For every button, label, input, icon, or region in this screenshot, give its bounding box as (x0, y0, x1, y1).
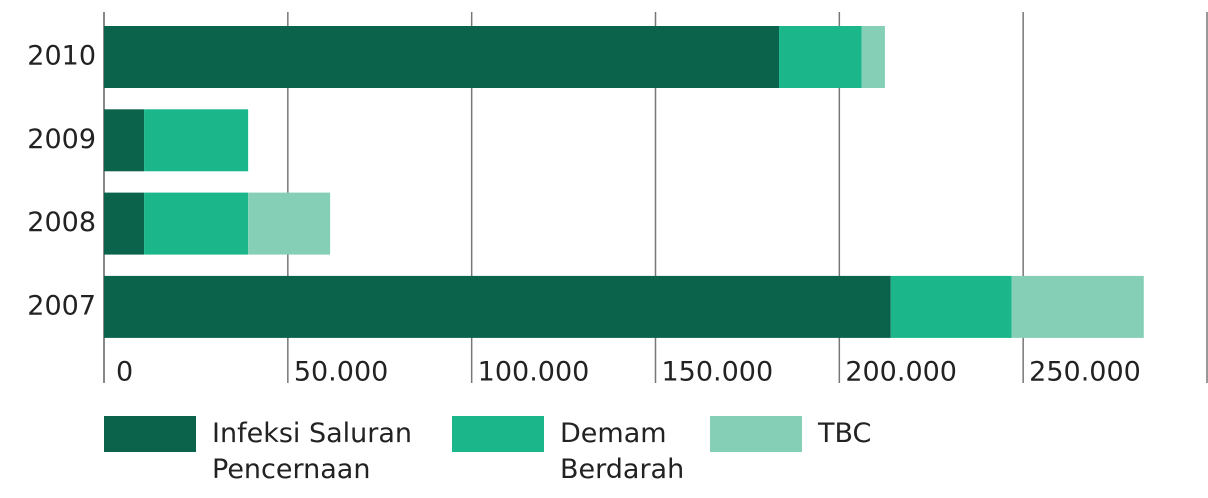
y-tick-label: 2008 (27, 207, 96, 238)
bar-segment (779, 26, 862, 88)
legend-item: Demam Berdarah (452, 416, 710, 488)
legend-swatch (452, 416, 544, 452)
y-tick-label: 2009 (27, 124, 96, 155)
bar-segment (861, 26, 885, 88)
legend-label: Infeksi Saluran Pencernaan (212, 418, 413, 485)
legend-item: Infeksi Saluran Pencernaan (104, 416, 452, 488)
x-tick-label: 50.000 (294, 357, 388, 388)
x-tick-label: 0 (116, 357, 133, 388)
legend-label: Demam Berdarah (560, 418, 685, 485)
x-tick-label: 250.000 (1029, 357, 1141, 388)
y-tick-label: 2010 (27, 41, 96, 72)
legend: Infeksi Saluran Pencernaan Demam Berdarah… (104, 416, 1058, 488)
chart: 0 50.000 100.000 150.000 200.000 250.000 2010 2… (27, 12, 1208, 388)
bar-segment (104, 109, 145, 172)
legend-swatch (710, 416, 802, 452)
bar-segment (248, 192, 331, 255)
bar-segment (104, 26, 780, 88)
y-tick-label: 2007 (27, 290, 96, 321)
bar-segment (104, 275, 891, 338)
bar-segment (1011, 275, 1144, 338)
x-tick-label: 150.000 (662, 357, 774, 388)
x-tick-label: 100.000 (478, 357, 590, 388)
bar-segment (144, 192, 249, 255)
legend-item: TBC (710, 416, 1058, 488)
bar-segment (144, 109, 249, 172)
x-tick-label: 200.000 (845, 357, 957, 388)
legend-swatch (104, 416, 196, 452)
bar-segment (890, 275, 1012, 338)
bar-segment (104, 192, 145, 255)
legend-label: TBC (818, 418, 872, 449)
